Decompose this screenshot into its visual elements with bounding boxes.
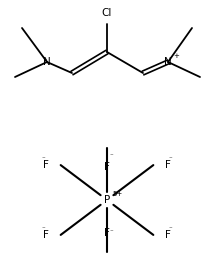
Text: F: F (43, 160, 49, 170)
Text: +: + (173, 53, 179, 59)
Text: F: F (43, 230, 49, 240)
Text: N: N (43, 57, 51, 67)
Text: ⁻: ⁻ (110, 229, 113, 235)
Text: ⁻: ⁻ (110, 153, 113, 159)
Text: 5+: 5+ (112, 191, 122, 197)
Text: ⁻: ⁻ (41, 156, 45, 162)
Text: ⁻: ⁻ (169, 156, 172, 162)
Text: F: F (104, 162, 110, 172)
Text: ⁻: ⁻ (169, 226, 172, 232)
Text: P: P (104, 195, 110, 205)
Text: Cl: Cl (102, 8, 112, 18)
Text: N: N (164, 57, 172, 67)
Text: F: F (165, 230, 171, 240)
Text: F: F (104, 228, 110, 238)
Text: F: F (165, 160, 171, 170)
Text: ⁻: ⁻ (41, 226, 45, 232)
